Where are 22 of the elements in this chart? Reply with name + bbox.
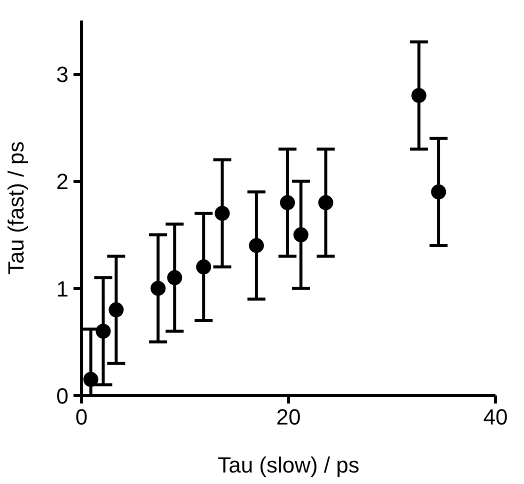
- point: [293, 227, 308, 242]
- x-axis-title: Tau (slow) / ps: [218, 452, 360, 478]
- y-tick-label: 3: [56, 62, 69, 88]
- point: [96, 324, 111, 339]
- point: [280, 195, 295, 210]
- x-tick-label: 0: [75, 404, 88, 430]
- y-tick-label: 0: [56, 384, 69, 408]
- x-tick-label: 20: [276, 404, 301, 430]
- point: [431, 184, 446, 200]
- point: [108, 302, 124, 318]
- point: [150, 280, 166, 296]
- y-axis-title: Tau (fast) / ps: [3, 141, 28, 275]
- x-tick-label: 40: [483, 404, 508, 430]
- point: [196, 259, 212, 274]
- point: [214, 206, 230, 221]
- y-tick-label: 2: [56, 169, 69, 194]
- point: [248, 238, 264, 253]
- point: [83, 372, 98, 387]
- y-tick-label: 1: [56, 276, 69, 302]
- point: [167, 270, 182, 286]
- point: [411, 88, 426, 103]
- point: [318, 195, 334, 210]
